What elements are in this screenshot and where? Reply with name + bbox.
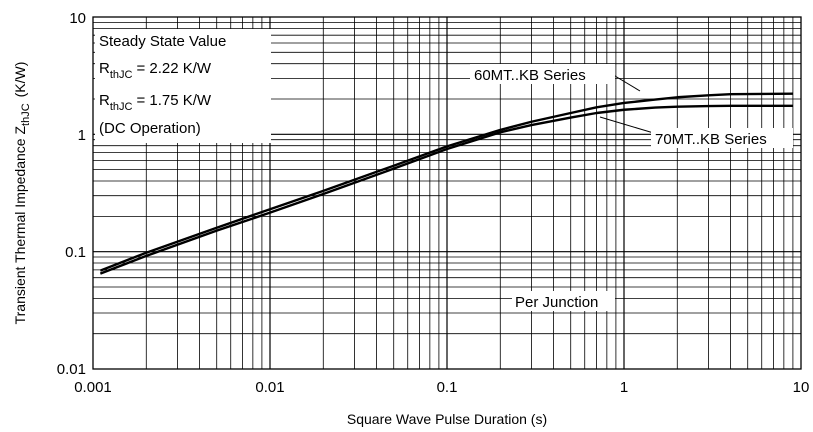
x-axis-title: Square Wave Pulse Duration (s) <box>347 411 547 427</box>
svg-text:Transient Thermal Impedance Zt: Transient Thermal Impedance ZthJC (K/W) <box>12 62 32 325</box>
x-tick-label: 0.01 <box>255 379 284 396</box>
r-thjc-line-2: RthJC = 1.75 K/W <box>99 92 212 113</box>
per-junction-bg <box>512 291 615 311</box>
r-subscript: thJC <box>110 101 133 113</box>
y-axis-title-unit: (K/W) <box>12 62 28 98</box>
y-axis-title: Transient Thermal Impedance ZthJC (K/W) <box>12 62 32 325</box>
leader-line-70mt <box>599 116 658 135</box>
series-label-70mt-text: 70MT..KB Series <box>655 131 767 148</box>
r-value-2: = 1.75 K/W <box>136 92 211 109</box>
series-label-70mt-bg <box>651 128 793 148</box>
series-label-60mt: 60MT..KB Series <box>470 64 641 92</box>
r-thjc-line-1: RthJC = 2.22 K/W <box>99 60 212 81</box>
y-tick-labels: 0.01 0.1 1 10 <box>57 10 86 378</box>
dc-operation-label: (DC Operation) <box>99 120 201 137</box>
y-tick-label: 0.1 <box>65 244 86 261</box>
per-junction-label: Per Junction <box>512 291 615 311</box>
y-tick-label: 1 <box>78 127 86 144</box>
steady-state-box: Steady State Value RthJC = 2.22 K/W RthJC… <box>95 29 271 143</box>
x-tick-labels: 0.001 0.01 0.1 1 10 <box>74 379 809 396</box>
y-axis-title-main: Transient Thermal Impedance Z <box>12 126 28 325</box>
series-line-60mt-kb <box>99 92 793 272</box>
series-label-60mt-bg <box>470 64 615 84</box>
x-tick-label: 10 <box>793 379 810 396</box>
y-axis-title-sub: thJC <box>20 103 32 126</box>
steady-state-box-bg <box>95 29 271 143</box>
series-lines <box>99 92 793 275</box>
y-tick-label: 10 <box>69 10 86 27</box>
r-subscript: thJC <box>110 69 133 81</box>
per-junction-text: Per Junction <box>515 294 598 311</box>
r-symbol: R <box>99 60 110 77</box>
series-label-70mt: 70MT..KB Series <box>599 116 793 148</box>
steady-state-title: Steady State Value <box>99 33 226 50</box>
x-tick-label: 0.001 <box>74 379 112 396</box>
series-label-60mt-text: 60MT..KB Series <box>474 67 586 84</box>
x-tick-label: 1 <box>620 379 628 396</box>
x-tick-label: 0.1 <box>437 379 458 396</box>
r-symbol: R <box>99 92 110 109</box>
r-value-1: = 2.22 K/W <box>136 60 211 77</box>
y-tick-label: 0.01 <box>57 361 86 378</box>
plot-frame <box>92 16 802 370</box>
series-line-70mt-kb <box>99 104 793 275</box>
